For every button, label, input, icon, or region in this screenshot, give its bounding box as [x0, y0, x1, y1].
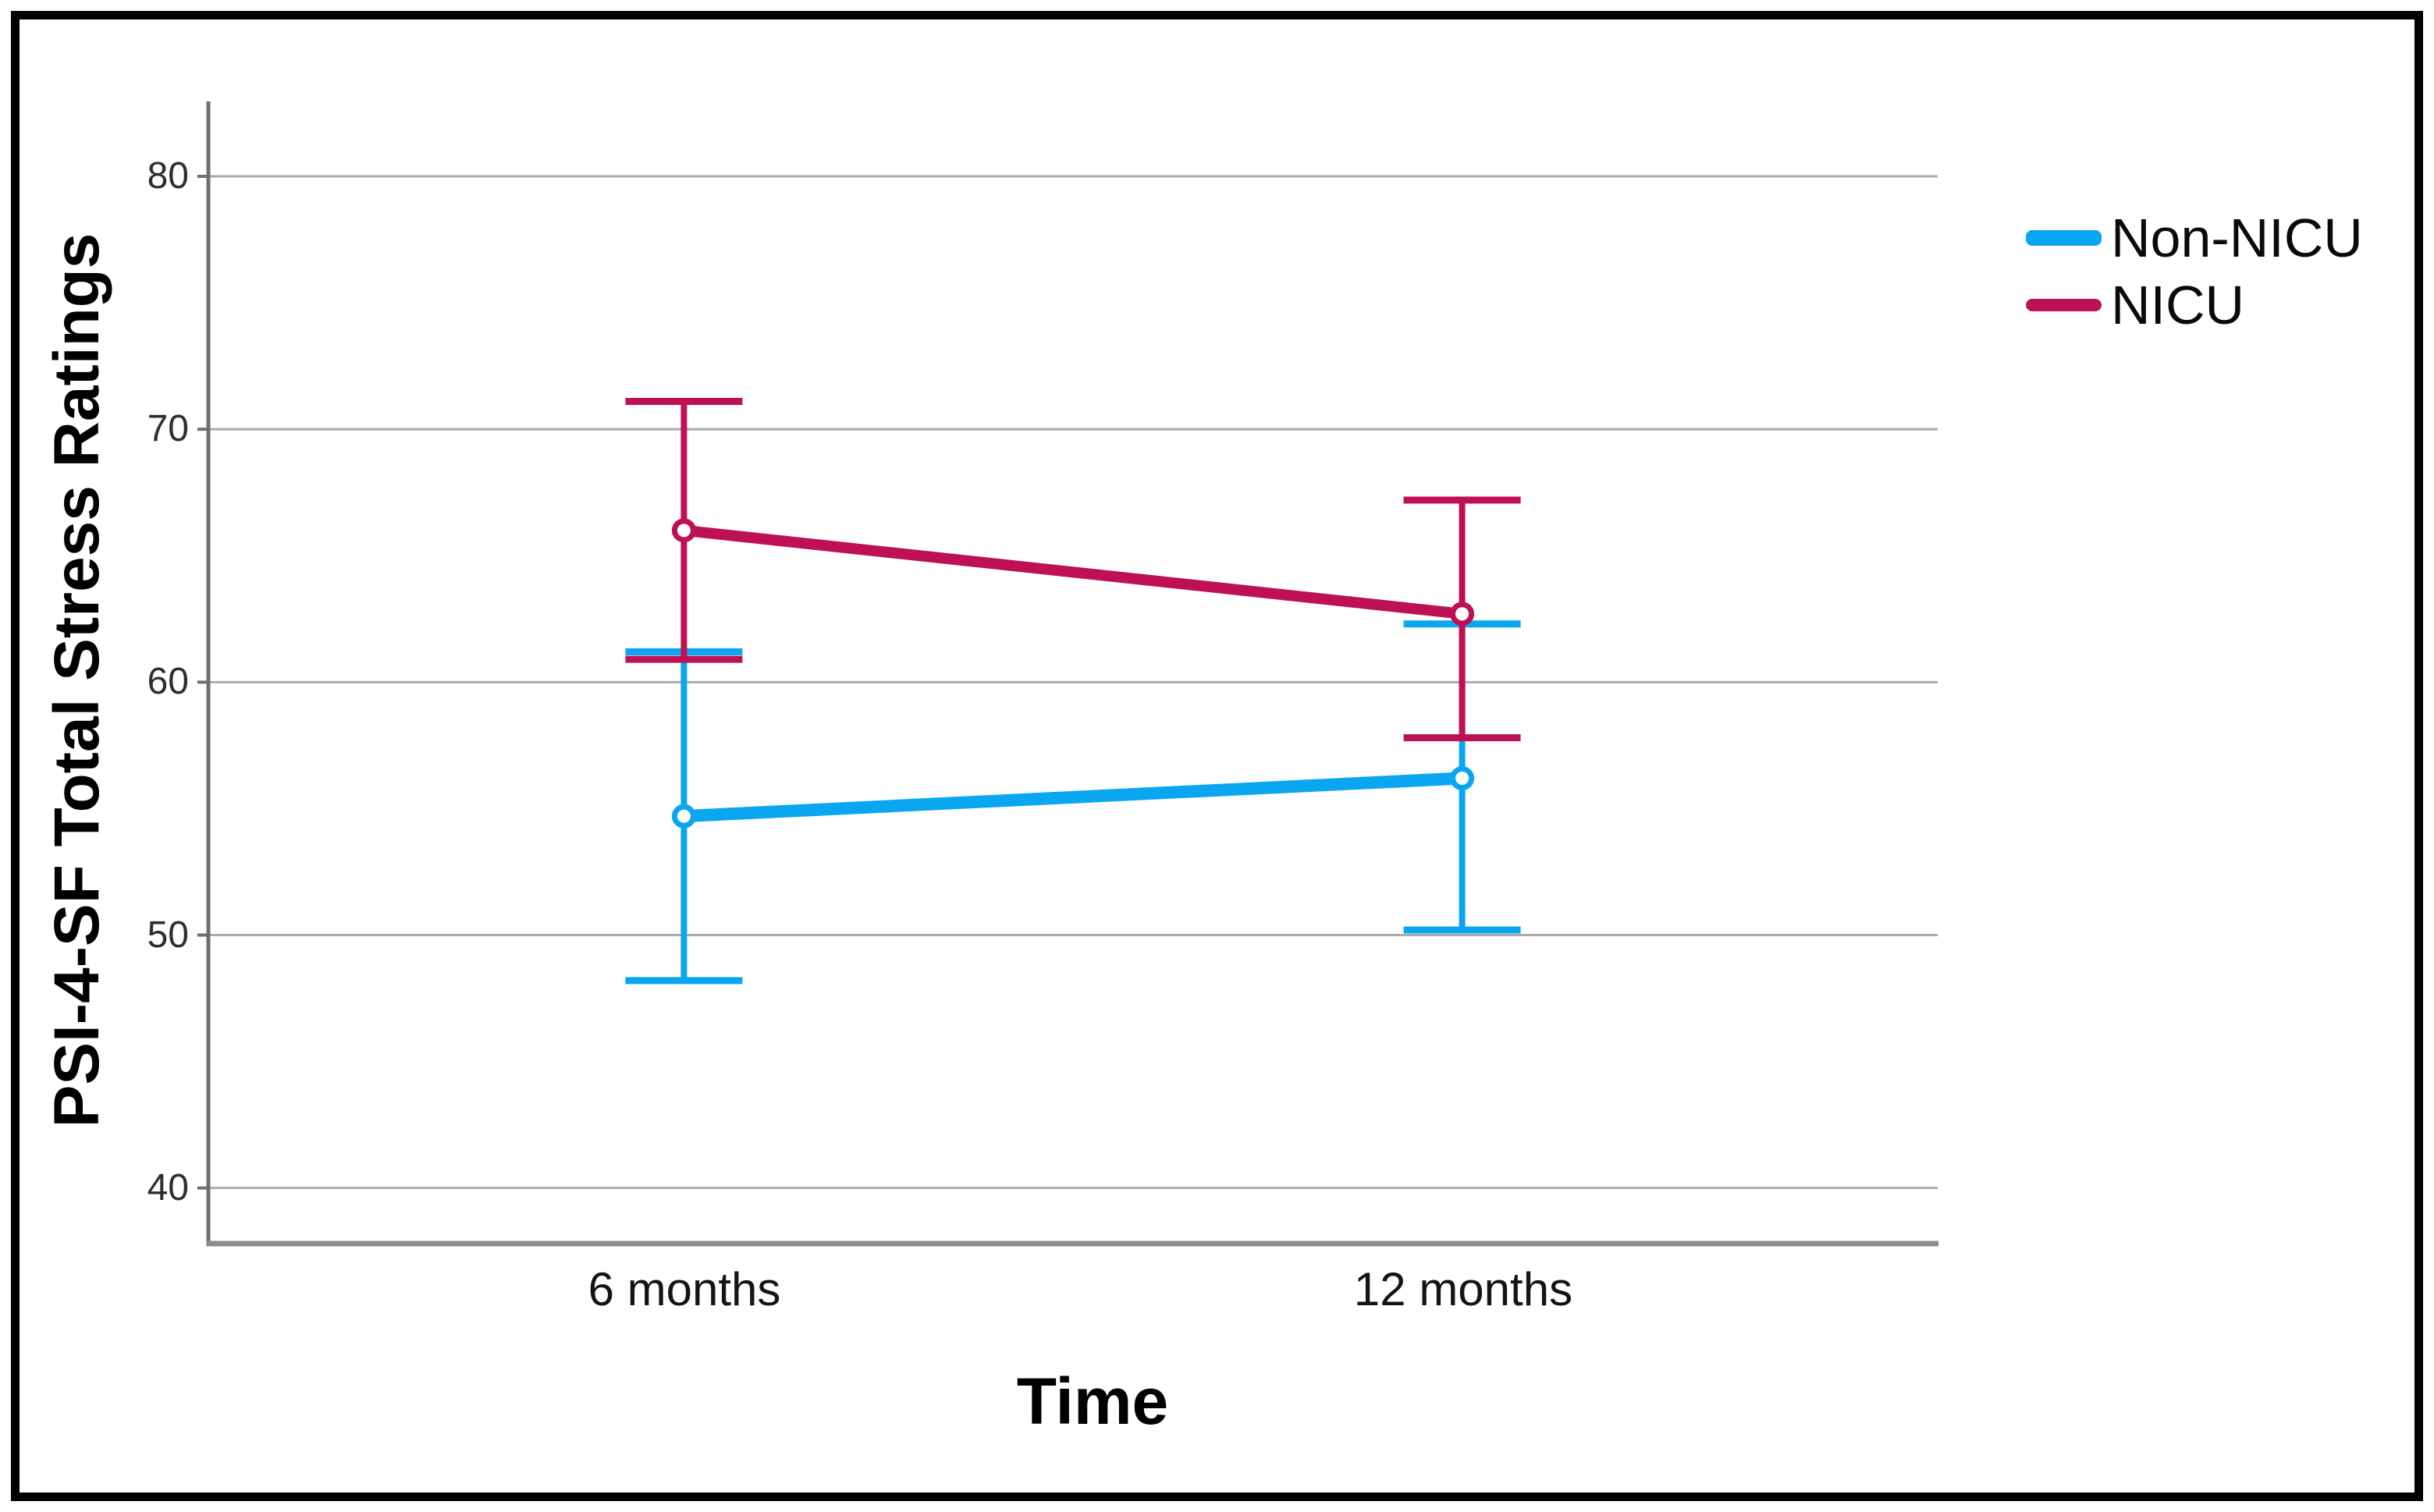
data-point-marker-nicu-1: [1450, 602, 1475, 626]
y-tick-label-80: 80: [147, 155, 189, 197]
x-tick-label-12-months: 12 months: [1353, 1263, 1573, 1315]
legend-label-nicu: NICU: [2111, 275, 2245, 335]
y-tick-label-60: 60: [147, 661, 189, 703]
data-point-marker-non-nicu-0: [671, 804, 696, 829]
data-point-marker-non-nicu-1: [1450, 766, 1475, 791]
legend-swatch-non-nicu-line: [2026, 230, 2102, 246]
x-axis-title: Time: [1016, 1365, 1169, 1438]
y-tick-label-50: 50: [147, 914, 189, 956]
series-line-nicu: [683, 524, 1463, 619]
chart-outer-border: [11, 11, 2423, 1501]
legend-entry-non-nicu: Non-NICU: [2026, 204, 2416, 272]
x-tick-label-6-months: 6 months: [588, 1263, 781, 1315]
legend: Non-NICU NICU: [2026, 204, 2416, 339]
y-tick-label-40: 40: [147, 1166, 189, 1209]
y-tick-label-70: 70: [147, 408, 189, 450]
legend-label-non-nicu: Non-NICU: [2111, 208, 2363, 268]
legend-entry-nicu: NICU: [2026, 272, 2416, 339]
series-line-non-nicu: [684, 772, 1462, 823]
data-point-marker-nicu-0: [671, 518, 696, 543]
legend-swatch-nicu-line: [2026, 299, 2102, 311]
